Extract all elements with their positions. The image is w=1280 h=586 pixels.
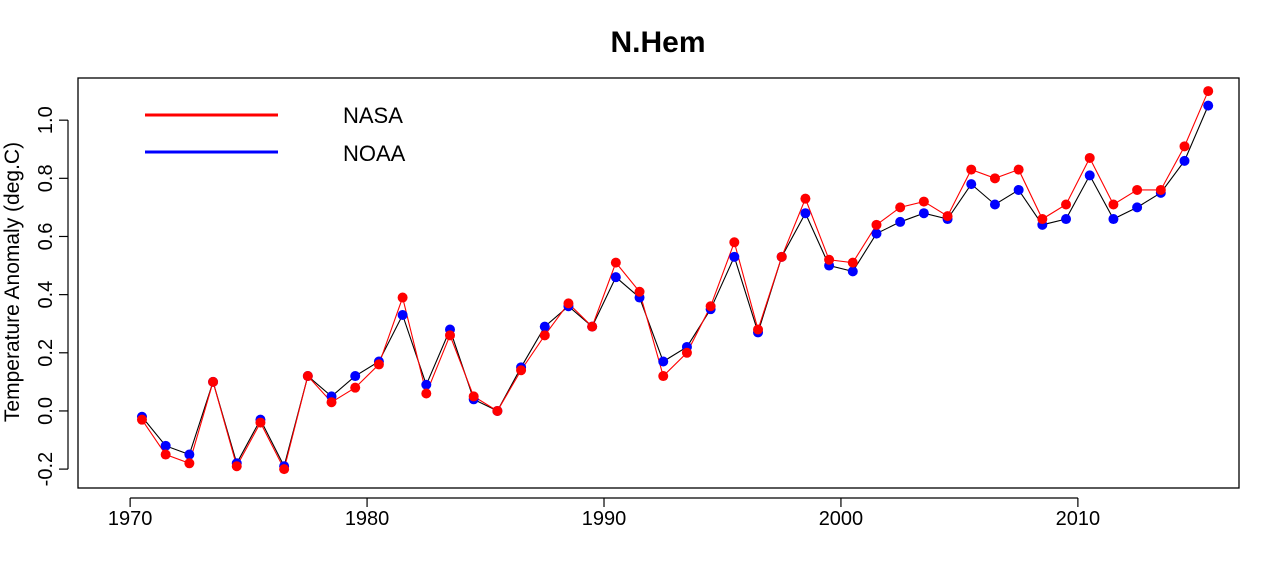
x-tick-label: 2010 — [1056, 508, 1101, 530]
data-point-nasa — [729, 237, 740, 248]
data-point-noaa — [966, 179, 977, 190]
data-point-nasa — [1179, 141, 1190, 152]
data-point-nasa — [658, 371, 669, 382]
y-tick-label: 0.0 — [35, 397, 57, 425]
data-point-noaa — [397, 309, 408, 320]
data-point-nasa — [800, 193, 811, 204]
data-point-noaa — [658, 356, 669, 367]
x-tick-label: 2000 — [819, 508, 864, 530]
data-point-nasa — [1037, 214, 1048, 225]
data-point-nasa — [231, 461, 242, 472]
legend-label-noaa: NOAA — [343, 141, 406, 166]
data-point-nasa — [326, 397, 337, 408]
y-tick-label: 0.4 — [35, 281, 57, 309]
data-point-noaa — [871, 228, 882, 239]
data-point-nasa — [1132, 184, 1143, 195]
data-point-nasa — [539, 330, 550, 341]
data-point-nasa — [942, 211, 953, 222]
data-point-nasa — [279, 464, 290, 475]
data-point-noaa — [350, 371, 361, 382]
data-point-noaa — [1061, 214, 1072, 225]
data-point-nasa — [136, 414, 147, 425]
data-point-noaa — [539, 321, 550, 332]
chart-title: N.Hem — [610, 26, 705, 59]
series-line-nasa — [141, 90, 1209, 471]
data-point-noaa — [160, 440, 171, 451]
x-tick-label: 1970 — [108, 508, 153, 530]
data-point-nasa — [468, 391, 479, 402]
data-point-nasa — [1203, 86, 1214, 97]
data-point-noaa — [1203, 100, 1214, 111]
series-layer — [136, 86, 1214, 475]
x-axis: 1970 1980 1990 2000 2010 — [108, 497, 1101, 530]
data-point-nasa — [160, 449, 171, 460]
data-point-nasa — [1084, 152, 1095, 163]
y-tick-label: 0.8 — [35, 164, 57, 192]
data-point-nasa — [208, 376, 219, 387]
data-point-nasa — [1061, 199, 1072, 210]
data-point-noaa — [895, 216, 906, 227]
data-point-nasa — [421, 388, 432, 399]
data-point-nasa — [681, 347, 692, 358]
data-point-nasa — [776, 251, 787, 262]
data-point-nasa — [397, 292, 408, 303]
y-tick-label: -0.2 — [35, 452, 57, 486]
data-point-nasa — [373, 359, 384, 370]
data-point-nasa — [184, 458, 195, 469]
data-point-noaa — [1132, 202, 1143, 213]
data-point-nasa — [444, 330, 455, 341]
x-tick-label: 1990 — [582, 508, 627, 530]
data-point-noaa — [1084, 170, 1095, 181]
data-point-nasa — [871, 219, 882, 230]
data-point-noaa — [989, 199, 1000, 210]
x-tick-label: 1980 — [345, 508, 390, 530]
data-point-nasa — [350, 382, 361, 393]
data-point-nasa — [918, 196, 929, 207]
data-point-nasa — [705, 301, 716, 312]
data-point-noaa — [1013, 184, 1024, 195]
data-point-noaa — [610, 272, 621, 283]
data-point-noaa — [184, 449, 195, 460]
data-point-nasa — [1108, 199, 1119, 210]
data-point-nasa — [753, 324, 764, 335]
data-point-nasa — [492, 405, 503, 416]
data-point-nasa — [824, 254, 835, 265]
data-point-nasa — [255, 417, 266, 428]
data-point-noaa — [421, 379, 432, 390]
data-point-nasa — [516, 365, 527, 376]
data-point-noaa — [1179, 155, 1190, 166]
data-point-nasa — [1013, 164, 1024, 175]
data-point-nasa — [563, 298, 574, 309]
data-point-nasa — [634, 286, 645, 297]
legend: NASA NOAA — [145, 103, 406, 166]
y-tick-label: 0.6 — [35, 223, 57, 251]
data-point-noaa — [918, 208, 929, 219]
data-point-noaa — [1108, 214, 1119, 225]
data-point-nasa — [610, 257, 621, 268]
y-axis: -0.2 0.0 0.2 0.4 0.6 0.8 1.0 — [35, 106, 69, 486]
plot-frame — [77, 77, 1240, 489]
data-point-nasa — [1155, 184, 1166, 195]
data-point-nasa — [966, 164, 977, 175]
data-point-nasa — [302, 371, 313, 382]
data-point-nasa — [587, 321, 598, 332]
series-line-noaa — [141, 105, 1209, 468]
legend-label-nasa: NASA — [343, 103, 403, 128]
y-axis-label: Temperature Anomaly (deg.C) — [1, 142, 24, 422]
data-point-noaa — [847, 266, 858, 277]
data-point-nasa — [989, 173, 1000, 184]
data-point-nasa — [847, 257, 858, 268]
y-tick-label: 1.0 — [35, 106, 57, 134]
y-tick-label: 0.2 — [35, 339, 57, 367]
data-point-nasa — [895, 202, 906, 213]
data-point-noaa — [729, 251, 740, 262]
data-point-noaa — [800, 208, 811, 219]
